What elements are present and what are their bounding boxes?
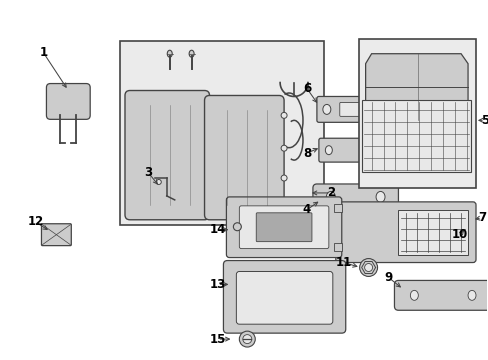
Ellipse shape [325,192,335,202]
Text: 2: 2 [326,186,334,199]
Bar [333,204,341,212]
Text: 3: 3 [143,166,152,179]
Text: 8: 8 [302,147,310,159]
Text: 9: 9 [384,271,392,284]
FancyBboxPatch shape [312,184,398,210]
Ellipse shape [388,146,395,155]
Ellipse shape [359,258,377,276]
Ellipse shape [396,104,404,114]
Ellipse shape [467,291,475,300]
Ellipse shape [281,145,286,151]
Text: 10: 10 [451,228,468,241]
Text: 11: 11 [335,256,351,269]
Ellipse shape [364,264,372,271]
Ellipse shape [322,104,330,114]
FancyBboxPatch shape [226,197,341,257]
FancyBboxPatch shape [46,84,90,120]
Ellipse shape [281,175,286,181]
Text: 7: 7 [477,211,485,224]
Polygon shape [368,126,467,138]
Bar [120,41,323,225]
Ellipse shape [281,112,286,118]
FancyBboxPatch shape [223,261,345,333]
FancyBboxPatch shape [318,138,402,162]
FancyBboxPatch shape [239,206,328,249]
Bar [361,100,470,172]
Ellipse shape [189,50,194,57]
Ellipse shape [409,291,417,300]
FancyBboxPatch shape [204,95,284,220]
Ellipse shape [167,50,172,57]
Ellipse shape [243,335,251,343]
Text: 4: 4 [302,203,310,216]
FancyBboxPatch shape [335,202,475,262]
Ellipse shape [325,146,332,155]
Bar [333,243,341,251]
FancyBboxPatch shape [316,96,409,122]
FancyBboxPatch shape [236,271,332,324]
FancyBboxPatch shape [256,213,311,242]
Ellipse shape [156,180,161,184]
Polygon shape [365,54,467,120]
FancyBboxPatch shape [41,224,71,246]
Text: 6: 6 [302,82,310,95]
Text: 12: 12 [27,215,43,228]
FancyBboxPatch shape [125,90,209,220]
Ellipse shape [239,331,255,347]
Text: 1: 1 [40,46,47,59]
Text: 5: 5 [480,114,488,127]
Text: 14: 14 [209,223,225,236]
Ellipse shape [233,223,241,231]
Text: 13: 13 [209,278,225,291]
FancyBboxPatch shape [394,280,488,310]
Bar [358,39,475,188]
Bar [398,210,467,255]
Ellipse shape [375,192,384,202]
FancyBboxPatch shape [339,103,386,116]
Text: 15: 15 [209,333,225,346]
